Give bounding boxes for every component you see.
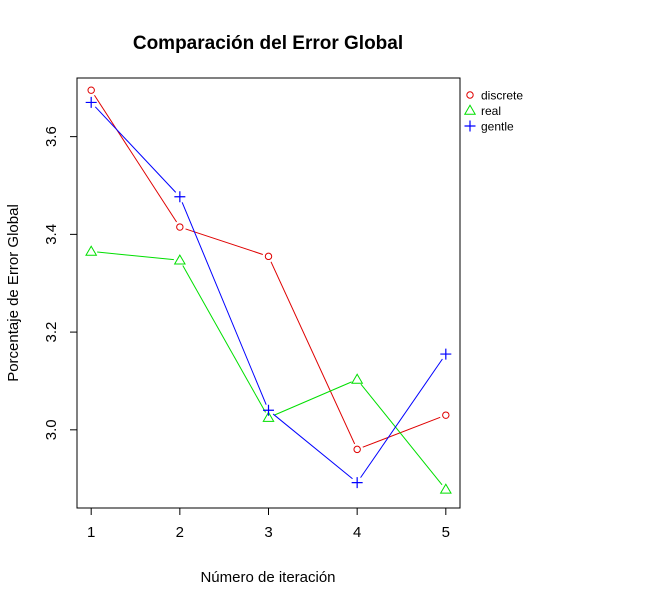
series-real xyxy=(85,245,452,494)
plot-frame xyxy=(76,77,461,509)
y-tick-label: 3.4 xyxy=(43,224,60,245)
chart-title: Comparación del Error Global xyxy=(133,33,403,54)
series-line-segment xyxy=(94,106,177,193)
series-gentle xyxy=(85,96,452,489)
legend-marker xyxy=(463,104,477,115)
data-point xyxy=(262,411,275,422)
data-point xyxy=(351,477,363,489)
y-tick-label: 3.6 xyxy=(43,126,60,147)
x-axis: 1 2 3 4 5 xyxy=(87,507,450,541)
legend-label: discrete xyxy=(481,89,523,103)
data-point xyxy=(85,96,97,108)
x-tick-label: 2 xyxy=(176,524,184,541)
series-line-segment xyxy=(273,381,352,416)
series-line-segment xyxy=(97,251,174,261)
data-point xyxy=(351,373,364,384)
y-axis-label: Porcentaje de Error Global xyxy=(5,204,22,382)
legend-label: real xyxy=(481,104,501,118)
data-point xyxy=(173,254,186,265)
data-point xyxy=(264,252,273,261)
y-axis: 3.0 3.2 3.4 3.6 xyxy=(43,126,78,440)
series-line-segment xyxy=(272,413,353,480)
data-point xyxy=(439,483,452,494)
data-point xyxy=(174,191,186,203)
data-point xyxy=(442,411,450,419)
series-line-segment xyxy=(185,228,263,255)
x-axis-label: Número de iteración xyxy=(200,569,335,586)
legend-marker xyxy=(466,91,474,99)
data-point xyxy=(440,348,452,360)
x-tick-label: 4 xyxy=(353,524,361,541)
data-point xyxy=(87,86,95,94)
data-point xyxy=(85,245,98,256)
y-tick-label: 3.2 xyxy=(43,322,60,343)
series-layer xyxy=(85,86,452,494)
data-point xyxy=(176,223,184,231)
x-tick-label: 3 xyxy=(264,524,272,541)
legend-marker xyxy=(464,120,476,132)
series-line-segment xyxy=(94,94,177,223)
series-line-segment xyxy=(182,265,266,413)
data-point xyxy=(353,445,361,454)
series-discrete xyxy=(87,86,450,454)
series-line-segment xyxy=(270,261,356,445)
series-line-segment xyxy=(360,358,443,478)
series-line-segment xyxy=(362,416,441,448)
data-point xyxy=(263,404,274,416)
x-tick-label: 1 xyxy=(87,524,95,541)
y-tick-label: 3.0 xyxy=(43,419,60,440)
series-line-segment xyxy=(360,383,443,486)
x-tick-label: 5 xyxy=(442,524,450,541)
series-line-segment xyxy=(181,202,267,405)
legend-label: gentle xyxy=(481,120,514,134)
